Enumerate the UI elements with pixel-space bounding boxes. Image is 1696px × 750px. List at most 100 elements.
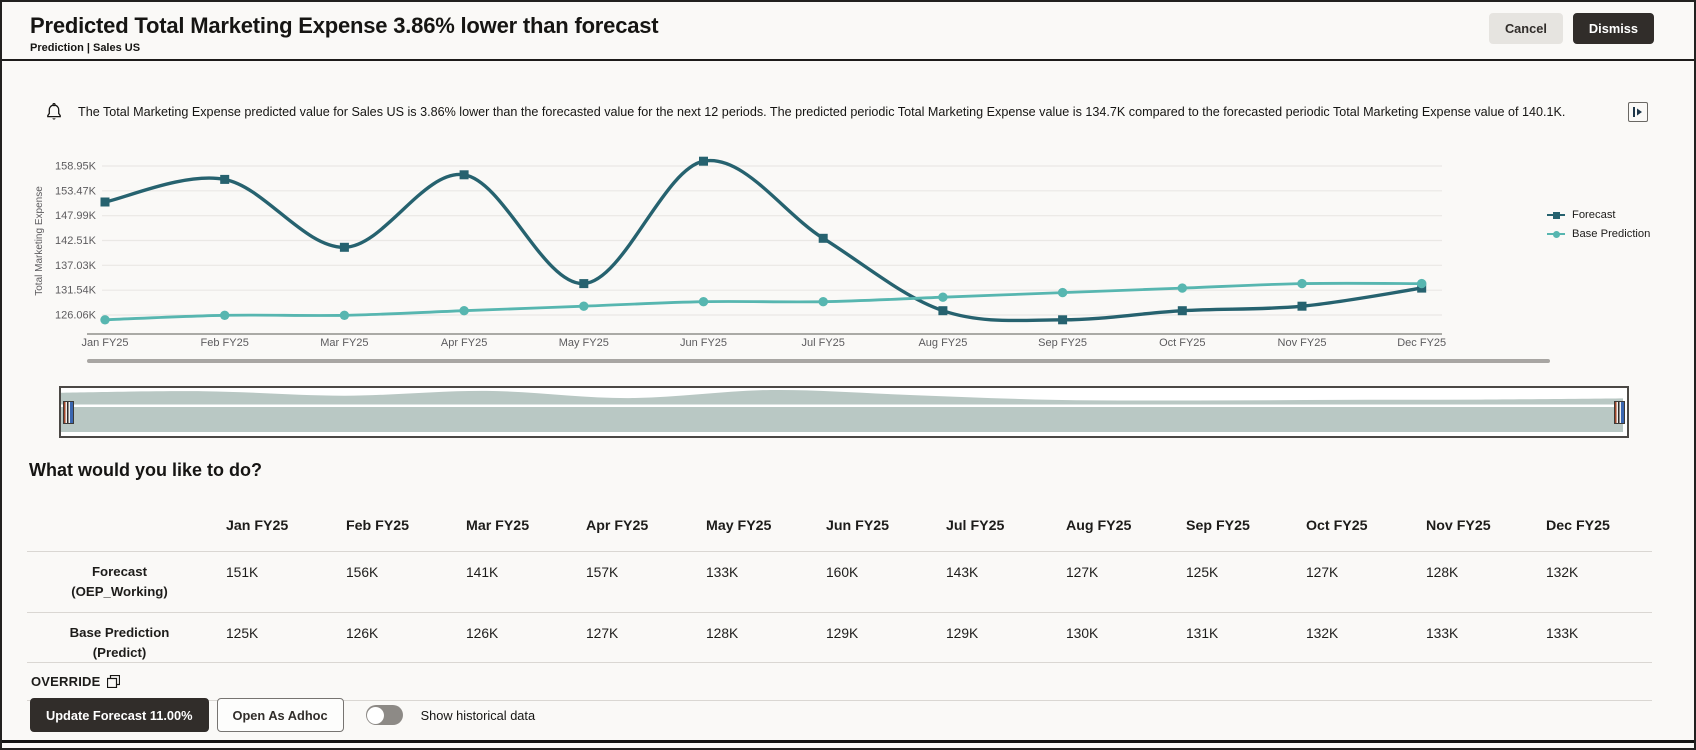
insight-text: The Total Marketing Expense predicted va… [78,105,1566,119]
update-forecast-button[interactable]: Update Forecast 11.00% [30,698,209,732]
legend-label: Base Prediction [1572,228,1651,240]
table-cell[interactable]: 131K [1186,626,1219,641]
column-header: Dec FY25 [1546,518,1610,534]
series-line-base-prediction [103,281,1424,322]
column-header: Apr FY25 [586,518,649,534]
breadcrumb: Prediction | Sales US [30,42,141,54]
table-cell[interactable]: 127K [1066,565,1099,580]
panel-expand-icon[interactable] [1628,102,1648,122]
table-cell[interactable]: 126K [346,626,379,641]
legend-item-forecast[interactable]: Forecast [1547,209,1650,221]
data-point-forecast[interactable] [1177,306,1187,316]
data-point-base-prediction[interactable] [1057,287,1068,298]
legend-marker [1547,211,1565,219]
time-range-selector[interactable] [59,386,1629,438]
data-point-base-prediction[interactable] [579,301,589,311]
table-cell[interactable]: 132K [1306,626,1339,641]
y-axis-title: Total Marketing Expense [34,186,45,296]
data-point-forecast[interactable] [818,233,828,243]
table-cell[interactable]: 157K [586,565,619,580]
table-cell[interactable]: 125K [226,626,259,641]
prompt-heading: What would you like to do? [29,460,262,480]
table-cell[interactable]: 130K [1066,626,1099,641]
open-as-adhoc-button[interactable]: Open As Adhoc [216,698,344,732]
bell-icon [46,103,62,121]
table-cell[interactable]: 156K [346,565,379,580]
range-handle-left[interactable] [63,401,74,424]
data-point-forecast[interactable] [220,174,230,184]
cancel-button[interactable]: Cancel [1488,13,1563,44]
y-tick-label: 131.54K [55,285,97,297]
table-cell[interactable]: 133K [1426,626,1459,641]
x-tick-label: Jan FY25 [81,337,128,349]
y-tick-label: 126.06K [55,310,97,322]
header-divider [2,59,1694,61]
data-point-forecast[interactable] [938,306,948,316]
table-cell[interactable]: 127K [586,626,619,641]
column-header: Jan FY25 [226,518,289,534]
row-label-line: Forecast [92,564,147,579]
data-point-base-prediction[interactable] [100,315,110,325]
table-cell[interactable]: 141K [466,565,499,580]
data-point-forecast[interactable] [459,170,469,180]
bottom-divider [2,740,1694,743]
override-label[interactable]: OVERRIDE [27,663,212,700]
data-point-base-prediction[interactable] [1297,278,1307,289]
table-cell[interactable]: 126K [466,626,499,641]
row-label-line: (Predict) [92,644,147,660]
data-point-base-prediction[interactable] [938,292,948,302]
range-handle-right[interactable] [1614,401,1625,424]
toggle-knob [367,706,385,724]
data-point-base-prediction[interactable] [818,297,828,307]
table-cell[interactable]: 143K [946,565,979,580]
show-historical-toggle[interactable] [365,705,403,725]
data-point-base-prediction[interactable] [220,310,230,320]
column-header: Sep FY25 [1186,518,1250,534]
title-block: Predicted Total Marketing Expense 3.86% … [30,11,659,54]
column-header: Aug FY25 [1066,518,1132,534]
x-axis-tick-labels: Jan FY25 Feb FY25 Mar FY25 Apr FY25 May FY25… [81,337,1446,349]
table-cell[interactable]: 125K [1186,565,1219,580]
data-point-base-prediction[interactable] [1417,278,1427,289]
table-cell[interactable]: 132K [1546,565,1579,580]
x-tick-label: Feb FY25 [201,337,249,349]
table-cell[interactable]: 160K [826,565,859,580]
x-tick-label: Jul FY25 [801,337,844,349]
table-cell[interactable]: 129K [826,626,859,641]
override-row[interactable]: OVERRIDE [27,662,1652,701]
table-cell[interactable]: 129K [946,626,979,641]
data-point-forecast[interactable] [1058,315,1068,325]
column-header: Oct FY25 [1306,518,1368,534]
data-point-base-prediction[interactable] [339,310,350,320]
chart-canvas: Total Marketing Expense 158.95K 153.47K 14… [34,156,1446,349]
dismiss-button[interactable]: Dismiss [1572,13,1654,44]
data-point-base-prediction[interactable] [459,306,469,316]
table-cell[interactable]: 133K [1546,626,1579,641]
table-cell[interactable]: 128K [706,626,739,641]
y-tick-label: 137.03K [55,260,97,272]
data-point-forecast[interactable] [100,197,110,207]
row-label: Forecast (OEP_Working) [27,552,212,612]
data-point-base-prediction[interactable] [698,297,709,307]
header: Predicted Total Marketing Expense 3.86% … [2,2,1694,54]
insight-banner: The Total Marketing Expense predicted va… [46,102,1648,122]
copy-icon[interactable] [106,675,120,688]
legend-item-base-prediction[interactable]: Base Prediction [1547,228,1650,240]
x-tick-label: Jun FY25 [680,337,727,349]
data-point-base-prediction[interactable] [1177,283,1188,293]
table-cell[interactable]: 133K [706,565,739,580]
table-cell[interactable]: 151K [226,565,259,580]
x-tick-label: May FY25 [559,337,609,349]
table-cell[interactable]: 127K [1306,565,1339,580]
table-cell[interactable]: 128K [1426,565,1459,580]
data-point-forecast[interactable] [699,156,708,166]
y-tick-label: 142.51K [55,235,97,247]
y-tick-label: 158.95K [55,161,97,173]
data-point-forecast[interactable] [339,242,349,252]
data-point-forecast[interactable] [579,279,589,289]
chart-scrollbar[interactable] [87,359,1550,363]
data-point-forecast[interactable] [1297,301,1307,311]
legend-marker [1547,230,1565,238]
header-actions: Cancel Dismiss [1488,13,1654,44]
show-historical-label: Show historical data [420,707,536,723]
